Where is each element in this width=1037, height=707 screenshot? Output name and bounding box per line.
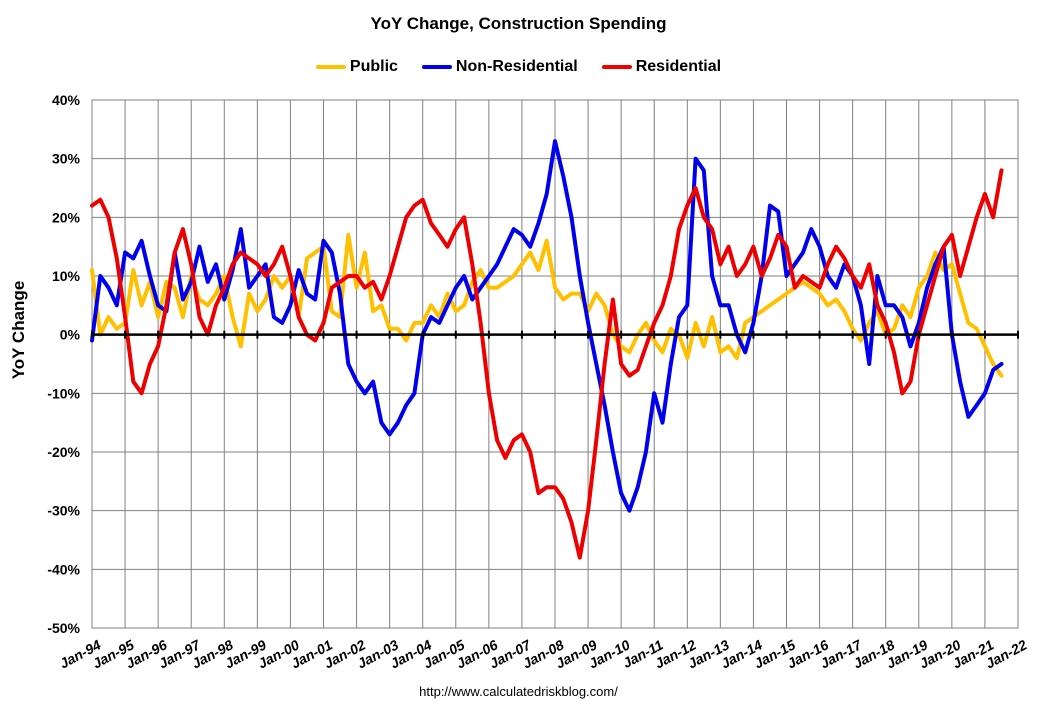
y-tick-label: -20%: [47, 444, 80, 460]
y-tick-label: 40%: [52, 92, 81, 108]
series-line-public: [90, 232, 1004, 378]
y-tick-label: -50%: [47, 620, 80, 636]
legend-item-public: Public: [315, 58, 398, 76]
legend-label-residential: Residential: [635, 58, 722, 75]
y-tick-label: 0%: [60, 327, 81, 343]
chart-legend: Public Non-Residential Residential: [0, 58, 1037, 76]
grid-lines: [91, 99, 1019, 629]
y-tick-label: -40%: [47, 561, 80, 577]
y-tick-label: -30%: [47, 503, 80, 519]
source-url: http://www.calculatedriskblog.com/: [419, 684, 618, 699]
y-tick-label: -10%: [47, 385, 80, 401]
legend-label-non-residential: Non-Residential: [455, 58, 578, 75]
series-line-residential: [90, 168, 1004, 560]
y-tick-label: 30%: [52, 151, 81, 167]
series-layer: [90, 139, 1004, 560]
legend-swatch-non-residential: [421, 65, 452, 69]
legend-item-non-residential: Non-Residential: [421, 58, 578, 76]
y-tick-label: 10%: [52, 268, 81, 284]
y-tick-label: 20%: [52, 209, 81, 225]
legend-swatch-public: [315, 65, 346, 69]
legend-label-public: Public: [349, 58, 398, 75]
legend-swatch-residential: [601, 65, 632, 69]
legend-item-residential: Residential: [601, 58, 722, 76]
chart-title: YoY Change, Construction Spending: [370, 14, 667, 33]
